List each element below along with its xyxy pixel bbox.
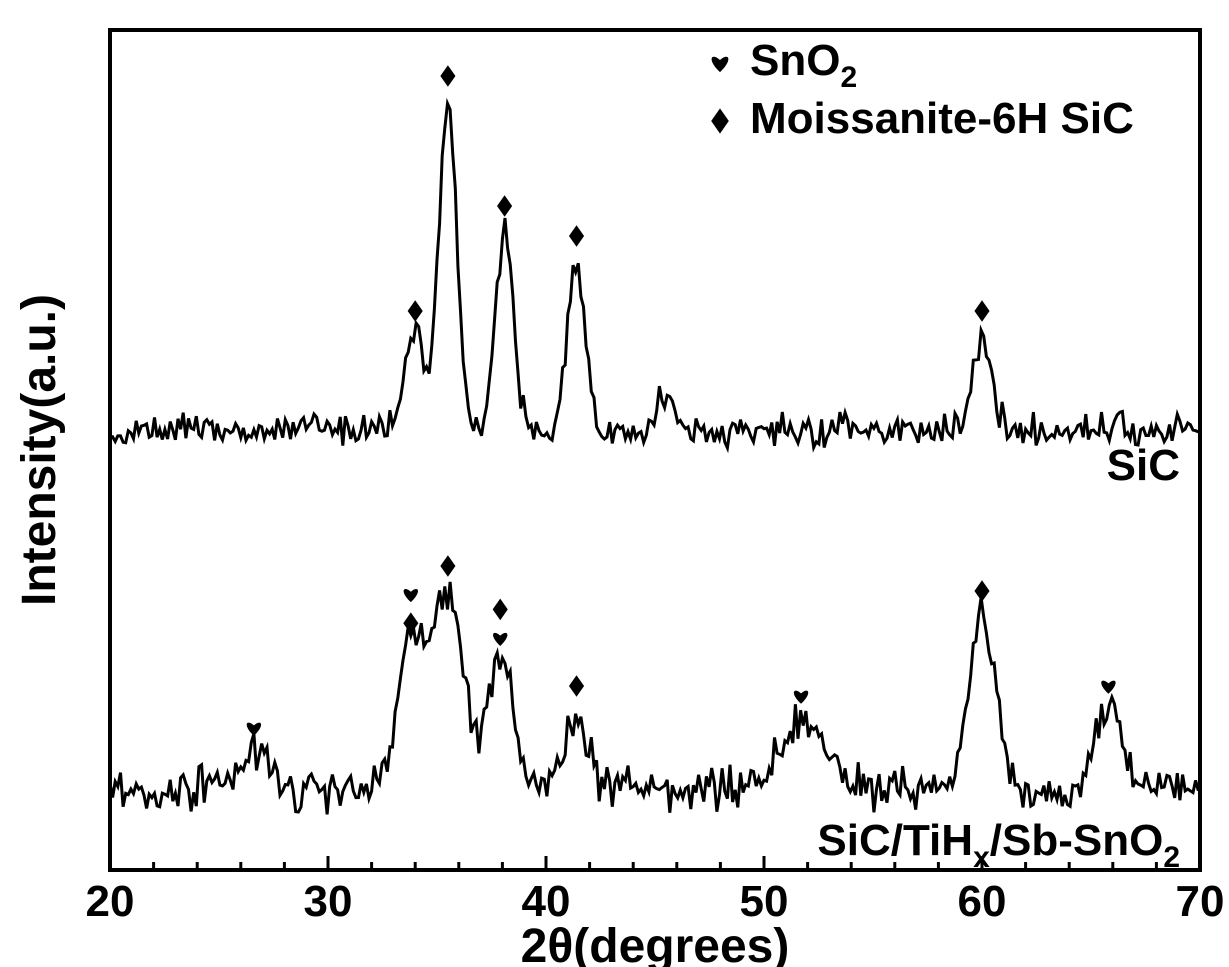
x-tick-label: 50 (740, 877, 789, 926)
heart-marker-icon (1101, 681, 1115, 694)
diamond-marker-icon (493, 599, 508, 621)
diamond-marker-icon (711, 108, 729, 133)
diamond-marker-icon (403, 612, 418, 634)
heart-marker-icon (247, 723, 261, 736)
diamond-marker-icon (569, 225, 584, 247)
heart-marker-icon (404, 589, 418, 602)
series-label: SiC/TiHx/Sb-SnO2 (817, 816, 1180, 874)
xrd-trace-SiC-TiHx-Sb-SnO2 (110, 582, 1198, 814)
x-tick-label: 40 (522, 877, 571, 926)
diamond-marker-icon (440, 555, 455, 577)
series-label: SiC (1107, 441, 1180, 490)
legend-label: SnO2 (750, 36, 857, 94)
legend-label: Moissanite-6H SiC (750, 94, 1134, 143)
xrd-chart: 20 30 40 50 60 70 2θ(degrees) Intensity(a.u.) Si… (0, 0, 1229, 967)
x-tick-label: 30 (304, 877, 353, 926)
diamond-marker-icon (497, 195, 512, 217)
heart-marker-icon (493, 633, 507, 646)
diamond-marker-icon (974, 580, 989, 602)
y-axis-title: Intensity(a.u.) (13, 294, 66, 606)
diamond-marker-icon (408, 300, 423, 322)
x-tick-label: 70 (1176, 877, 1225, 926)
diamond-marker-icon (569, 675, 584, 697)
plot-border (110, 30, 1200, 870)
heart-marker-icon (794, 691, 808, 704)
x-axis-title: 2θ(degrees) (521, 920, 790, 967)
diamond-marker-icon (440, 65, 455, 87)
x-tick-label: 20 (86, 877, 135, 926)
xrd-trace-SiC (110, 104, 1198, 448)
chart-svg: 20 30 40 50 60 70 2θ(degrees) Intensity(a.u.) Si… (0, 0, 1229, 967)
heart-marker-icon (712, 57, 729, 72)
diamond-marker-icon (974, 300, 989, 322)
x-tick-label: 60 (958, 877, 1007, 926)
